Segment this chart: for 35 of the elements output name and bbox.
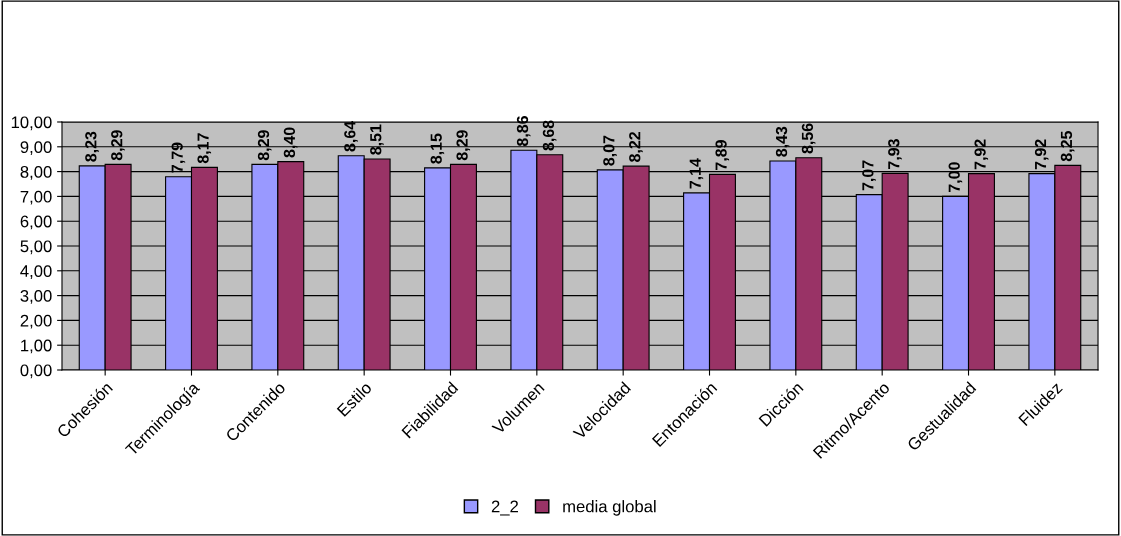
- data-label: 7,89: [715, 140, 730, 170]
- data-label: 8,29: [111, 130, 125, 161]
- data-label: 8,17: [197, 133, 212, 164]
- data-label: 8,23: [85, 131, 99, 162]
- y-tick-label: 10,00: [11, 116, 52, 131]
- data-label: 8,68: [542, 120, 557, 151]
- data-label: 8,25: [1060, 131, 1075, 162]
- legend-label: 2_2: [491, 500, 518, 516]
- data-label: 7,92: [974, 139, 989, 170]
- data-label: 8,43: [775, 126, 790, 157]
- y-tick-label: 9,00: [20, 141, 52, 155]
- y-tick-label: 3,00: [20, 290, 52, 304]
- data-label: 8,29: [257, 130, 272, 161]
- data-label: 7,93: [888, 139, 902, 169]
- data-label: 8,29: [456, 130, 471, 161]
- data-label: 8,86: [516, 116, 531, 147]
- data-label: 8,64: [344, 121, 358, 152]
- data-label: 7,79: [171, 142, 186, 173]
- y-tick-label: 5,00: [20, 240, 52, 255]
- y-tick-label: 0,00: [20, 364, 52, 379]
- y-tick-label: 6,00: [20, 215, 52, 230]
- data-label: 8,22: [629, 131, 643, 162]
- y-tick-label: 1,00: [21, 339, 52, 354]
- data-label: 8,51: [370, 124, 384, 155]
- legend-label: media global: [563, 500, 656, 516]
- data-label: 8,40: [283, 127, 298, 158]
- y-tick-label: 8,00: [20, 166, 52, 180]
- data-label: 8,15: [430, 133, 445, 164]
- y-tick-label: 7,00: [20, 190, 52, 205]
- data-label: 8,56: [801, 123, 816, 154]
- y-tick-label: 2,00: [20, 314, 52, 329]
- y-tick-label: 4,00: [20, 265, 52, 279]
- data-label: 8,07: [603, 135, 617, 166]
- data-label: 7,00: [948, 162, 963, 192]
- data-label: 7,92: [1034, 139, 1049, 170]
